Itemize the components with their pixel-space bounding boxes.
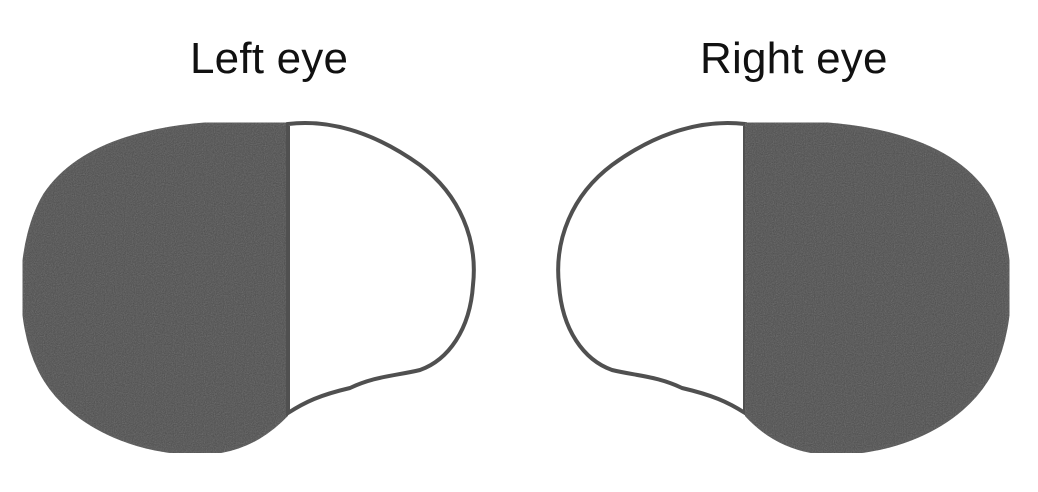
left-eye-blind-half (20, 120, 290, 455)
left-eye-label: Left eye (190, 34, 349, 83)
right-eye-field (556, 120, 1012, 455)
right-eye-blind-half (743, 120, 1012, 455)
left-eye-field (20, 120, 476, 455)
right-eye-label: Right eye (700, 34, 888, 83)
left-eye-seeing-half (286, 121, 476, 417)
right-eye-seeing-half (556, 121, 747, 417)
